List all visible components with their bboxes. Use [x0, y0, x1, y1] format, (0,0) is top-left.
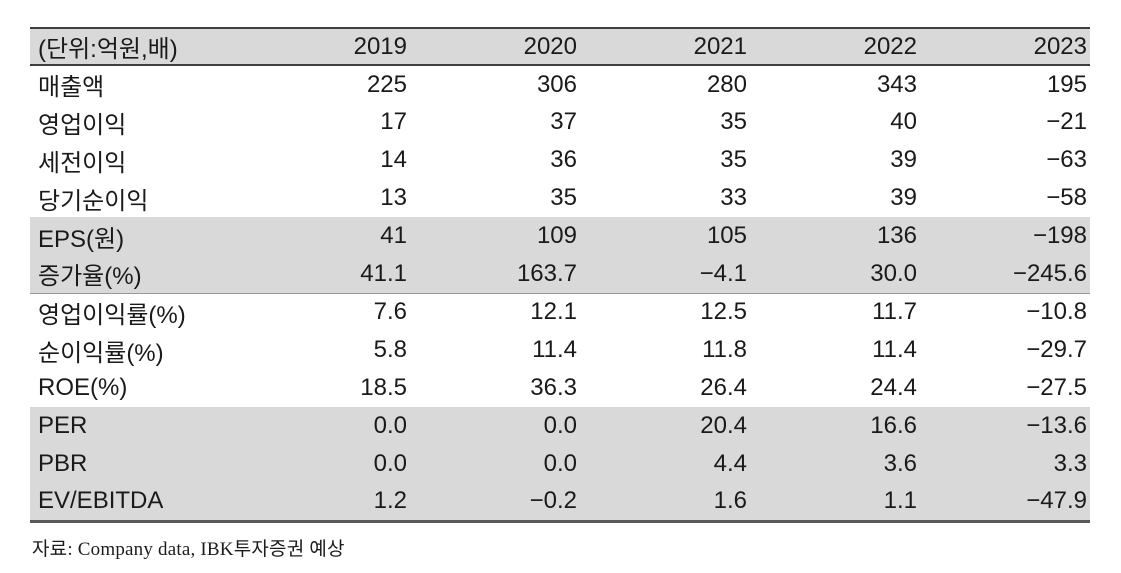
row-label: ROE(%)	[38, 374, 128, 401]
value-cell: 109	[536, 222, 577, 249]
table-row-pbr: PBR 0.0 0.0 4.4 3.6 3.3	[30, 445, 1090, 483]
value-cell: −0.2	[529, 487, 577, 515]
value-cell: 7.6	[373, 298, 407, 326]
value-cell: 11.7	[872, 298, 917, 326]
value-cell: 20.4	[700, 412, 747, 439]
row-label: PER	[38, 412, 88, 439]
source-note: 자료: Company data, IBK투자증권 예상	[32, 539, 345, 560]
table-header-row: (단위:억원,배) 2019 2020 2021 2022 2023	[30, 28, 1090, 66]
value-cell: 39	[890, 146, 917, 173]
row-label: 증가율(%)	[30, 255, 240, 294]
value-cell: 13	[380, 184, 407, 211]
value-cell: 17	[380, 108, 407, 135]
value-cell: 105	[706, 222, 747, 249]
value-cell: −27.5	[1026, 374, 1087, 401]
value-cell: −4.1	[580, 255, 750, 294]
value-cell: 136	[876, 222, 917, 249]
table-row-net-profit: 당기순이익 13 35 33 39 −58	[30, 179, 1090, 217]
value-cell: 306	[536, 70, 577, 98]
value-cell: 3.6	[883, 450, 917, 477]
value-cell: 1.6	[713, 487, 747, 515]
value-cell: 3.3	[1053, 450, 1087, 477]
table-row-per: PER 0.0 0.0 20.4 16.6 −13.6	[30, 407, 1090, 445]
row-label: 당기순이익	[38, 187, 149, 215]
value-cell: 11.4	[872, 336, 917, 363]
unit-label: (단위:억원,배)	[30, 28, 240, 66]
table-row-eps: EPS(원) 41 109 105 136 −198	[30, 217, 1090, 255]
value-cell: −21	[1046, 108, 1087, 135]
value-cell: 16.6	[870, 412, 917, 439]
value-cell: 14	[380, 146, 407, 173]
value-cell: 35	[720, 108, 747, 135]
value-cell: −58	[1046, 184, 1087, 211]
value-cell: 26.4	[700, 374, 747, 401]
value-cell: 18.5	[360, 374, 407, 401]
value-cell: −29.7	[1026, 336, 1087, 363]
value-cell: 36	[550, 146, 577, 173]
financial-summary-table-wrap: (단위:억원,배) 2019 2020 2021 2022 2023 매출액 2…	[30, 27, 1090, 523]
value-cell: 35	[550, 184, 577, 211]
value-cell: 40	[890, 108, 917, 135]
value-cell: 1.2	[373, 487, 407, 515]
row-label: PBR	[38, 450, 88, 477]
row-label: 매출액	[38, 74, 105, 101]
value-cell: 1.1	[883, 487, 917, 515]
value-cell: 0.0	[373, 450, 407, 477]
table-row-operating-margin: 영업이익률(%) 7.6 12.1 12.5 11.7 −10.8	[30, 293, 1090, 331]
value-cell: 37	[550, 108, 577, 135]
value-cell: −245.6	[920, 255, 1090, 294]
value-cell: −10.8	[1026, 298, 1087, 326]
value-cell: 41.1	[240, 255, 410, 294]
financial-summary-table: (단위:억원,배) 2019 2020 2021 2022 2023 매출액 2…	[30, 27, 1090, 523]
table-row-growth-rate: 증가율(%) 41.1 163.7 −4.1 30.0 −245.6	[30, 255, 1090, 294]
value-cell: 163.7	[410, 255, 580, 294]
value-cell: 5.8	[373, 336, 407, 363]
value-cell: 4.4	[713, 450, 747, 477]
value-cell: 33	[720, 184, 747, 211]
year-column-header: 2023	[920, 28, 1090, 66]
row-label: 영업이익	[38, 111, 127, 139]
value-cell: 0.0	[543, 412, 577, 439]
table-row-revenue: 매출액 225 306 280 343 195	[30, 65, 1090, 103]
value-cell: 39	[890, 184, 917, 211]
value-cell: −198	[1032, 222, 1087, 249]
value-cell: 24.4	[870, 374, 917, 401]
table-row-ev-ebitda: EV/EBITDA 1.2 −0.2 1.6 1.1 −47.9	[30, 483, 1090, 521]
value-cell: −13.6	[1026, 412, 1087, 439]
value-cell: −63	[1046, 146, 1087, 173]
table-row-pretax-profit: 세전이익 14 36 35 39 −63	[30, 141, 1090, 179]
row-label: 세전이익	[38, 149, 127, 177]
value-cell: 0.0	[373, 412, 407, 439]
value-cell: 30.0	[750, 255, 920, 294]
row-label: EV/EBITDA	[38, 487, 164, 515]
row-label: 영업이익률(%)	[38, 301, 186, 329]
row-label: 순이익률(%)	[38, 339, 164, 367]
value-cell: 41	[380, 222, 407, 249]
year-column-header: 2021	[580, 28, 750, 66]
value-cell: 35	[720, 146, 747, 173]
year-column-header: 2020	[410, 28, 580, 66]
table-row-operating-profit: 영업이익 17 37 35 40 −21	[30, 103, 1090, 141]
table-row-roe: ROE(%) 18.5 36.3 26.4 24.4 −27.5	[30, 369, 1090, 407]
value-cell: 12.1	[530, 298, 577, 326]
year-column-header: 2022	[750, 28, 920, 66]
value-cell: 225	[366, 70, 407, 98]
value-cell: 11.4	[532, 336, 577, 363]
row-label: EPS(원)	[38, 225, 125, 253]
value-cell: 36.3	[530, 374, 577, 401]
value-cell: 343	[876, 70, 917, 98]
year-column-header: 2019	[240, 28, 410, 66]
table-row-net-margin: 순이익률(%) 5.8 11.4 11.8 11.4 −29.7	[30, 331, 1090, 369]
value-cell: 195	[1046, 70, 1087, 98]
value-cell: −47.9	[1026, 487, 1087, 515]
value-cell: 11.8	[702, 336, 747, 363]
value-cell: 0.0	[543, 450, 577, 477]
value-cell: 280	[706, 70, 747, 98]
value-cell: 12.5	[700, 298, 747, 326]
